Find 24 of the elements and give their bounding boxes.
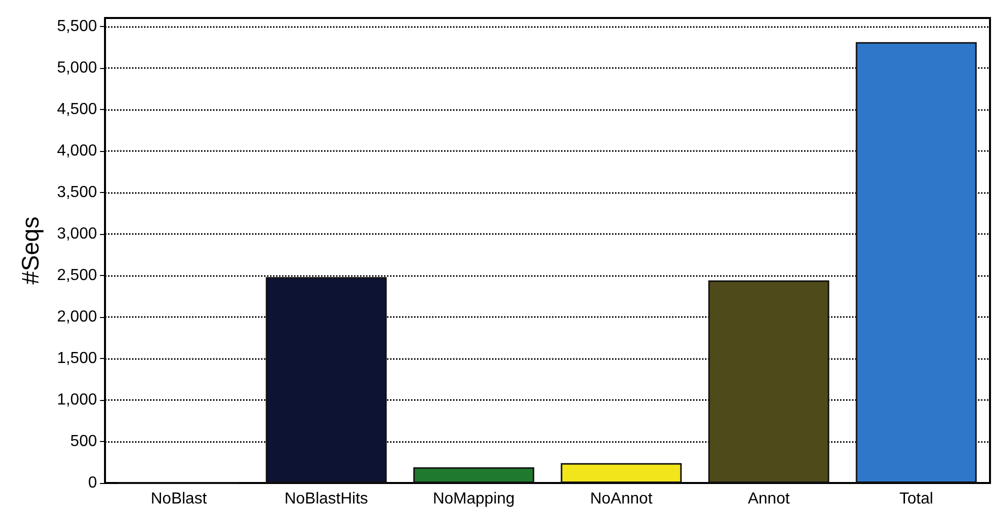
x-tick-label: Total — [899, 490, 934, 508]
y-tick-label: 2,000 — [56, 308, 98, 326]
x-tick-label: Annot — [748, 490, 790, 508]
bar — [708, 280, 830, 483]
x-tick-label: NoBlastHits — [284, 490, 368, 508]
y-tick-label: 1,500 — [56, 350, 98, 367]
y-axis-title: #Seqs — [18, 216, 44, 285]
x-tick-label: NoBlast — [150, 490, 208, 508]
y-tick-label: 3,500 — [56, 184, 98, 201]
bar — [413, 467, 534, 483]
bar — [856, 42, 977, 483]
x-tick-label: NoMapping — [432, 490, 515, 508]
y-tick-label: 4,500 — [56, 100, 98, 118]
y-tick-label: 5,500 — [56, 18, 98, 35]
y-tick-label: 5,000 — [56, 59, 98, 76]
bar — [266, 277, 387, 483]
y-tick-label: 500 — [70, 432, 98, 450]
y-tick-label: 1,000 — [56, 391, 98, 408]
x-tick-label: NoAnnot — [590, 490, 653, 508]
y-tick-label: 3,000 — [56, 225, 98, 242]
y-tick-label: 0 — [88, 474, 98, 492]
y-tick-label: 4,000 — [56, 142, 98, 160]
y-tick-label: 2,500 — [56, 266, 98, 284]
bar — [560, 463, 682, 483]
